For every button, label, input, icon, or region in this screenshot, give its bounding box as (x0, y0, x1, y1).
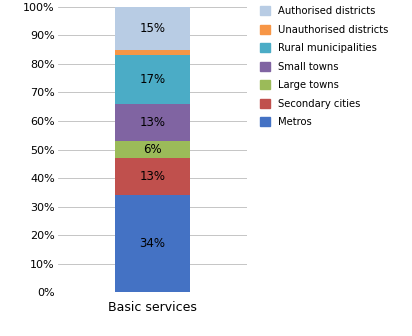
Legend: Authorised districts, Unauthorised districts, Rural municipalities, Small towns,: Authorised districts, Unauthorised distr… (260, 6, 388, 127)
Bar (115, 158, 190, 195)
Bar (115, 50, 190, 55)
Text: 13%: 13% (139, 116, 166, 129)
Text: 6%: 6% (143, 143, 162, 156)
Bar (115, 7, 190, 50)
Bar (115, 141, 190, 158)
Bar (115, 55, 190, 104)
Text: 15%: 15% (139, 22, 166, 35)
Text: 34%: 34% (139, 237, 166, 250)
Bar (115, 104, 190, 141)
Text: 17%: 17% (139, 73, 166, 86)
Bar (115, 195, 190, 292)
Text: 13%: 13% (139, 170, 166, 183)
